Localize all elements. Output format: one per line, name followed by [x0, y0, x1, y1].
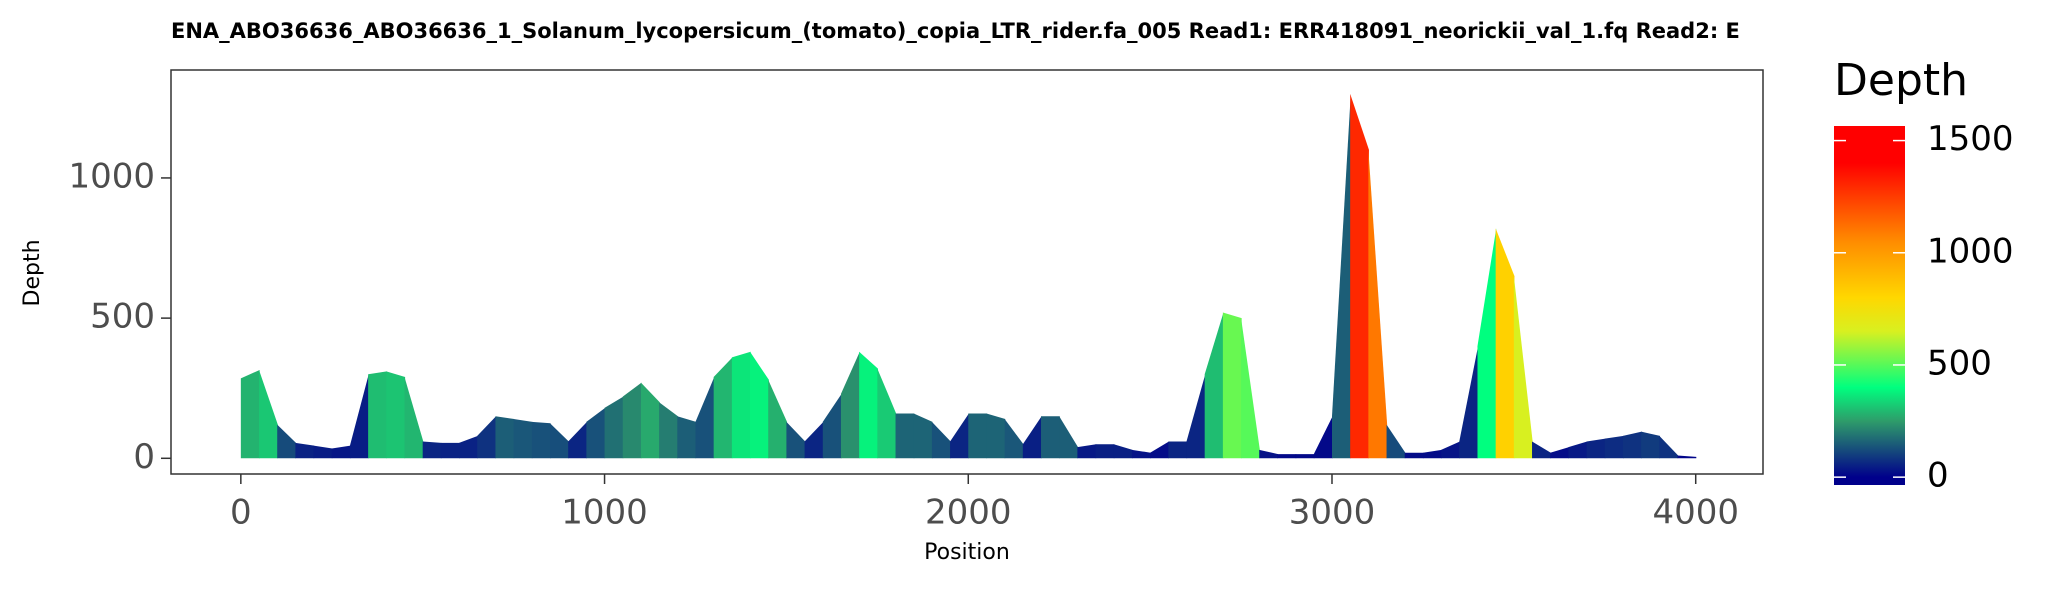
- x-tick-label: 3000: [1289, 493, 1376, 533]
- x-tick-label: 0: [230, 493, 252, 533]
- depth-segment: [1113, 444, 1133, 459]
- depth-segment: [786, 421, 806, 459]
- depth-segment: [713, 357, 733, 459]
- depth-segment: [1532, 441, 1551, 459]
- depth-segment: [622, 382, 642, 459]
- depth-segment: [1295, 454, 1315, 459]
- depth-segment: [586, 407, 606, 459]
- y-axis-title: Depth: [20, 239, 45, 306]
- x-tick-label: 4000: [1652, 493, 1739, 533]
- depth-segment: [1259, 449, 1279, 459]
- x-tick-label: 1000: [561, 493, 648, 533]
- depth-segment: [440, 442, 460, 459]
- depth-segment: [568, 421, 587, 459]
- depth-segment: [331, 445, 351, 459]
- depth-segment: [840, 351, 860, 459]
- chart-title: ENA_ABO36636_ABO36636_1_Solanum_lycopers…: [171, 19, 1740, 43]
- depth-segment: [822, 393, 842, 459]
- depth-segment: [1586, 438, 1606, 459]
- depth-segment: [513, 419, 533, 459]
- y-tick-label: 500: [90, 297, 155, 337]
- depth-segment: [1059, 416, 1078, 459]
- depth-segment: [1404, 452, 1424, 459]
- plot-frame: [170, 69, 1764, 475]
- depth-segment: [477, 416, 497, 459]
- depth-segment: [404, 376, 424, 459]
- depth-segment: [731, 351, 751, 459]
- depth-segment: [1459, 346, 1479, 459]
- legend-title: Depth: [1834, 55, 1968, 106]
- depth-segment: [1350, 93, 1369, 459]
- depth-segment: [968, 413, 988, 459]
- colorbar-tick-label: 0: [1927, 456, 1949, 496]
- depth-segment: [950, 413, 969, 459]
- depth-segment: [386, 371, 406, 459]
- depth-segment: [1204, 312, 1224, 459]
- depth-segment: [986, 413, 1006, 459]
- depth-segment: [1622, 431, 1642, 459]
- depth-segment: [277, 424, 296, 459]
- depth-segment: [1495, 228, 1515, 459]
- depth-segment: [459, 435, 478, 459]
- depth-segment: [877, 368, 897, 459]
- depth-segment: [1659, 435, 1679, 459]
- depth-segment: [531, 421, 551, 459]
- depth-segment: [931, 421, 951, 459]
- depth-segment: [1641, 431, 1660, 459]
- depth-segment: [1313, 416, 1333, 459]
- depth-segment: [750, 351, 769, 459]
- depth-segment: [1331, 93, 1351, 459]
- x-axis-title: Position: [924, 540, 1010, 565]
- depth-segment: [1186, 374, 1206, 459]
- depth-segment: [549, 423, 569, 459]
- depth-segment: [1222, 312, 1242, 459]
- depth-segment: [1368, 149, 1388, 459]
- depth-segment: [349, 374, 369, 459]
- depth-segment: [1022, 416, 1042, 459]
- depth-segment: [677, 416, 697, 459]
- depth-segment: [1477, 228, 1497, 459]
- depth-segment: [1095, 444, 1115, 459]
- depth-segment: [1422, 449, 1442, 459]
- depth-segment: [1150, 441, 1169, 459]
- depth-segment: [895, 413, 915, 459]
- depth-segment: [1604, 435, 1624, 459]
- depth-segment: [1131, 449, 1151, 459]
- y-tick-label: 1000: [68, 156, 155, 196]
- depth-segment: [259, 369, 278, 459]
- depth-segment: [1004, 419, 1024, 459]
- depth-segment: [422, 441, 442, 459]
- depth-segment: [1168, 441, 1188, 459]
- colorbar: [1834, 126, 1905, 485]
- depth-segment: [1513, 276, 1533, 459]
- depth-segment: [368, 371, 387, 459]
- y-tick-label: 0: [133, 437, 155, 477]
- depth-segment: [695, 376, 715, 459]
- depth-segment: [240, 369, 260, 459]
- depth-segment: [1077, 444, 1097, 459]
- depth-segment: [1241, 318, 1260, 459]
- depth-segment: [1386, 424, 1406, 459]
- depth-segment: [1677, 455, 1697, 459]
- depth-segment: [1277, 454, 1297, 459]
- depth-segment: [1441, 441, 1460, 459]
- colorbar-tick-label: 500: [1927, 343, 1992, 383]
- depth-segment: [804, 421, 824, 459]
- colorbar-tick-label: 1500: [1927, 119, 2014, 159]
- depth-segment: [640, 382, 660, 459]
- depth-segment: [768, 379, 788, 459]
- depth-segment: [604, 396, 624, 459]
- x-tick-label: 2000: [925, 493, 1012, 533]
- depth-segment: [913, 413, 933, 459]
- depth-segment: [859, 351, 878, 459]
- depth-segment: [495, 416, 515, 459]
- depth-segment: [1568, 441, 1588, 459]
- depth-segment: [1041, 416, 1060, 459]
- depth-segment: [313, 445, 333, 459]
- colorbar-tick-label: 1000: [1927, 231, 2014, 271]
- depth-segment: [295, 442, 315, 459]
- depth-segment: [659, 402, 678, 459]
- depth-segment: [1550, 447, 1570, 459]
